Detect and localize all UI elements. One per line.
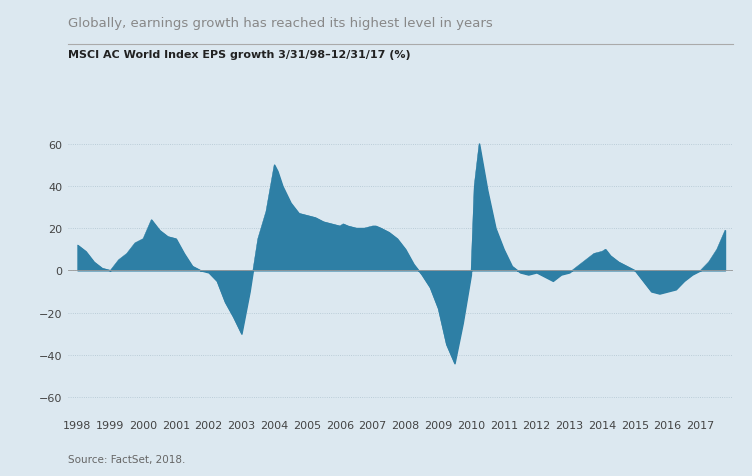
Text: Source: FactSet, 2018.: Source: FactSet, 2018.	[68, 454, 185, 464]
Text: Globally, earnings growth has reached its highest level in years: Globally, earnings growth has reached it…	[68, 17, 493, 30]
Text: MSCI AC World Index EPS growth 3/31/98–12/31/17 (%): MSCI AC World Index EPS growth 3/31/98–1…	[68, 50, 411, 60]
